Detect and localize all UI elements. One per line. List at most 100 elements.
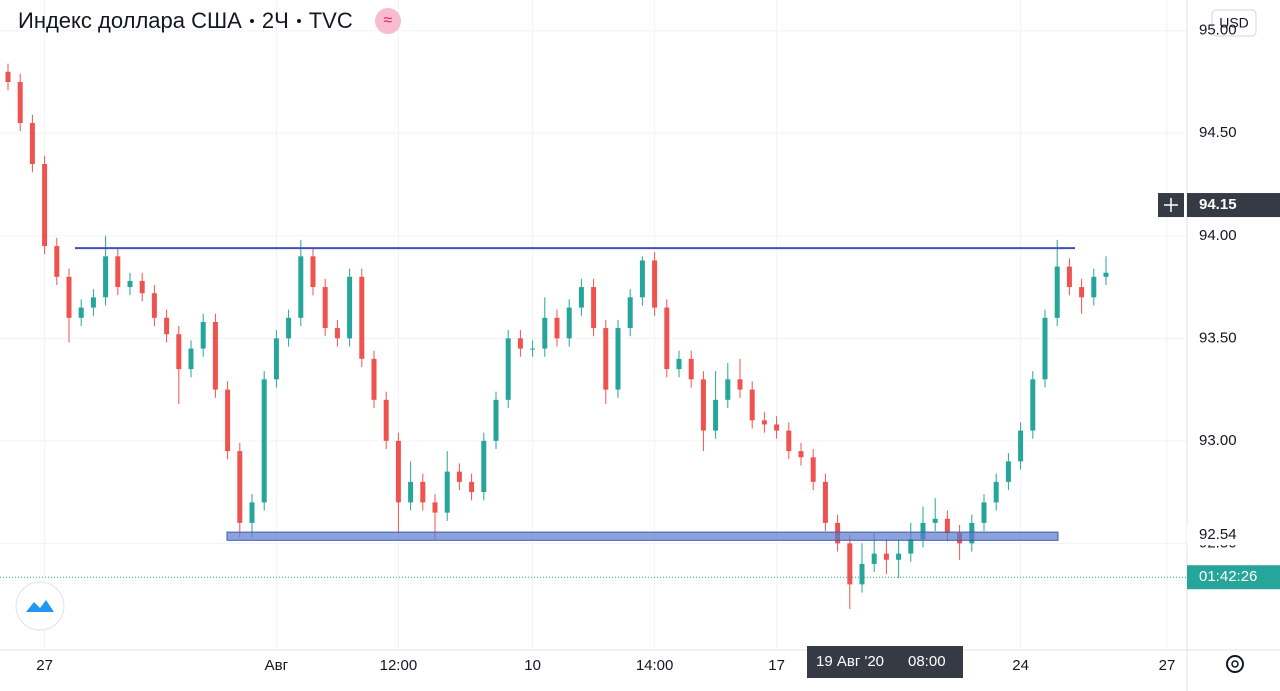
source: TVC <box>308 8 353 33</box>
candle-body <box>17 82 23 124</box>
separator <box>249 19 254 23</box>
axes: 92.5093.0093.5094.0094.5095.0027Авг12:00… <box>36 22 1280 678</box>
candle-body <box>859 563 865 585</box>
candle-body <box>103 256 109 298</box>
candle-body <box>5 71 11 83</box>
gear[interactable] <box>1226 655 1244 673</box>
candle-body <box>798 451 804 458</box>
candle-body <box>517 338 523 349</box>
candle-body <box>505 338 511 400</box>
x-tick-label: 12:00 <box>380 657 418 674</box>
candle-body <box>66 276 72 318</box>
candle-body <box>542 317 548 349</box>
y-tick-label: 95.00 <box>1199 22 1237 39</box>
gear-center[interactable] <box>1231 660 1239 668</box>
candle-body <box>530 348 536 350</box>
candle-body <box>847 543 853 585</box>
candle-body <box>700 379 706 431</box>
candle-body <box>371 358 377 400</box>
candle-body <box>1030 379 1036 431</box>
candle-body <box>481 440 487 493</box>
candle-body <box>676 358 682 370</box>
candle-body <box>493 399 499 441</box>
candle-body <box>420 481 426 503</box>
currency-button[interactable] <box>1211 9 1257 37</box>
indicator-badge[interactable]: ≈ <box>374 8 401 34</box>
candle-body <box>688 358 694 380</box>
x-tick-label: Авг <box>265 657 289 674</box>
candle-body <box>1066 266 1072 288</box>
candle-body <box>944 518 950 534</box>
legend: Индекс доллара США 2Ч TVC ≈ <box>18 8 401 34</box>
candle-body <box>603 328 609 390</box>
candle-body <box>176 334 182 370</box>
candle-body <box>54 246 60 277</box>
candle-body <box>164 317 170 335</box>
candle-body <box>639 260 645 298</box>
candle-body <box>896 553 902 560</box>
candle-body <box>883 553 889 560</box>
crosshair-price-badge <box>1187 193 1280 218</box>
countdown-badge <box>1187 565 1280 590</box>
support-price-badge <box>1187 525 1280 546</box>
candle-body <box>1018 430 1024 462</box>
countdown: 01:42:26 <box>1199 568 1257 585</box>
plot <box>0 0 1187 650</box>
y-tick-label: 94.50 <box>1199 124 1237 141</box>
candle-body <box>1054 266 1060 318</box>
candle-body <box>127 280 133 288</box>
support-price-label: 92.54 <box>1199 526 1237 543</box>
x-tick-label: 10 <box>524 657 541 674</box>
candle-body <box>188 348 194 370</box>
candle-body <box>993 481 999 503</box>
candle-body <box>444 471 450 513</box>
candle-body <box>1042 317 1048 380</box>
candle-body <box>810 457 816 482</box>
candle-body <box>42 164 48 247</box>
support-zone <box>226 531 1059 541</box>
candle-body <box>554 317 560 339</box>
candle-body <box>395 440 401 503</box>
y-tick-label: 93.50 <box>1199 329 1237 346</box>
logo-icon <box>26 600 54 612</box>
x-tick-label: 24 <box>1012 657 1029 674</box>
currency[interactable]: USD <box>1219 15 1249 31</box>
logo[interactable] <box>15 581 65 631</box>
candle-body <box>774 424 780 431</box>
candle-body <box>664 307 670 370</box>
candle-body <box>786 430 792 452</box>
candle-body <box>761 420 767 425</box>
candle-body <box>334 328 340 339</box>
symbol-title: Индекс доллара США <box>18 8 242 33</box>
candle-body <box>908 539 914 554</box>
candle-body <box>151 293 157 318</box>
candle-body <box>408 481 414 503</box>
x-tick-label: 27 <box>36 657 53 674</box>
candle-body <box>1103 272 1109 277</box>
candle-body <box>652 260 658 308</box>
x-tick-label: 17 <box>768 657 785 674</box>
crosshair-time: 08:00 <box>908 653 946 670</box>
candle-body <box>981 502 987 523</box>
candle-body <box>871 553 877 564</box>
candle-body <box>78 307 84 318</box>
candle-body <box>261 379 267 503</box>
crosshair-price: 94.15 <box>1199 196 1237 213</box>
candle-body <box>822 481 828 523</box>
interval: 2Ч <box>261 8 289 33</box>
candle-body <box>322 287 328 329</box>
candle-body <box>298 256 304 318</box>
candle-body <box>225 389 231 452</box>
candle-body <box>749 389 755 421</box>
candle-body <box>432 502 438 513</box>
settings-icon[interactable] <box>1226 655 1244 673</box>
x-tick-label: 27 <box>1159 657 1176 674</box>
candle-body <box>627 297 633 329</box>
candle-body <box>713 399 719 431</box>
candle-body <box>310 256 316 288</box>
candle-body <box>932 518 938 523</box>
candle-body <box>139 280 145 294</box>
x-tick-label: 14:00 <box>636 657 674 674</box>
